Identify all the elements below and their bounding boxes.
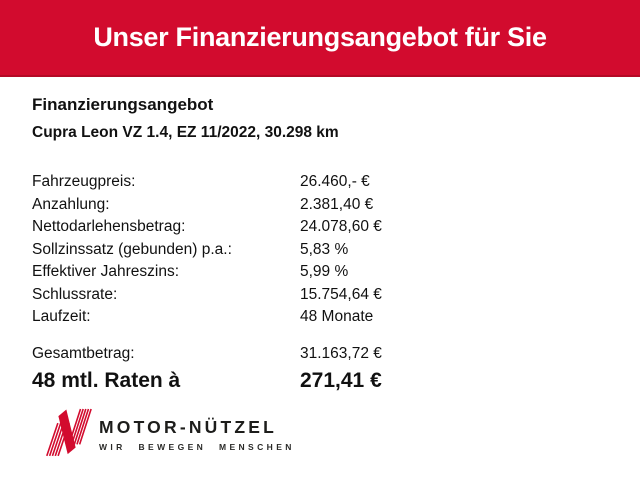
finance-row-label: Laufzeit: <box>32 308 91 325</box>
finance-row-label: Effektiver Jahreszins: <box>32 263 180 280</box>
total-row: Gesamtbetrag: 31.163,72 € <box>32 343 608 366</box>
dealer-logo-text: MOTOR-NÜTZEL WIR BEWEGEN MENSCHEN <box>99 403 295 452</box>
finance-row-value: 15.754,64 € <box>300 285 382 303</box>
finance-row: Nettodarlehensbetrag: 24.078,60 € <box>32 216 608 239</box>
monthly-rate-value: 271,41 € <box>300 369 382 392</box>
header-banner: Unser Finanzierungsangebot für Sie <box>0 0 640 77</box>
finance-row: Laufzeit: 48 Monate <box>32 306 608 329</box>
finance-row-label: Anzahlung: <box>32 195 110 213</box>
finance-row: Effektiver Jahreszins: 5,99 % <box>32 261 608 284</box>
page-title: Unser Finanzierungsangebot für Sie <box>93 22 547 52</box>
finance-row-label: Fahrzeugpreis: <box>32 173 136 190</box>
vehicle-description: Cupra Leon VZ 1.4, EZ 11/2022, 30.298 km <box>32 124 339 141</box>
finance-row-label: Sollzinssatz (gebunden) p.a.: <box>32 240 232 258</box>
total-value: 31.163,72 € <box>300 344 382 362</box>
finance-row: Fahrzeugpreis: 26.460,- € <box>32 171 608 194</box>
finance-row-label: Nettodarlehensbetrag: <box>32 218 186 235</box>
finance-offer-section: Finanzierungsangebot Cupra Leon VZ 1.4, … <box>0 95 640 394</box>
finance-details-list: Fahrzeugpreis: 26.460,- € Anzahlung: 2.381,… <box>32 171 608 329</box>
finance-row-value: 5,99 % <box>300 263 349 280</box>
finance-row: Anzahlung: 2.381,40 € <box>32 194 608 217</box>
finance-row-value: 26.460,- € <box>300 173 370 190</box>
striped-n-logo-icon <box>46 408 92 457</box>
monthly-rate-label: 48 mtl. Raten à <box>32 369 181 392</box>
finance-row-value: 48 Monate <box>300 308 374 325</box>
dealer-name: MOTOR-NÜTZEL <box>99 417 278 437</box>
dealer-logo: MOTOR-NÜTZEL WIR BEWEGEN MENSCHEN <box>46 403 295 461</box>
finance-row-value: 5,83 % <box>300 240 349 258</box>
dealer-tagline: WIR BEWEGEN MENSCHEN <box>99 442 295 452</box>
finance-row-value: 2.381,40 € <box>300 195 374 213</box>
finance-row: Schlussrate: 15.754,64 € <box>32 284 608 307</box>
finance-row-label: Schlussrate: <box>32 285 118 303</box>
finance-row-value: 24.078,60 € <box>300 218 382 235</box>
offer-heading: Finanzierungsangebot <box>32 95 214 114</box>
monthly-rate-row: 48 mtl. Raten à 271,41 € <box>32 367 608 394</box>
finance-row: Sollzinssatz (gebunden) p.a.: 5,83 % <box>32 239 608 262</box>
total-label: Gesamtbetrag: <box>32 344 135 362</box>
